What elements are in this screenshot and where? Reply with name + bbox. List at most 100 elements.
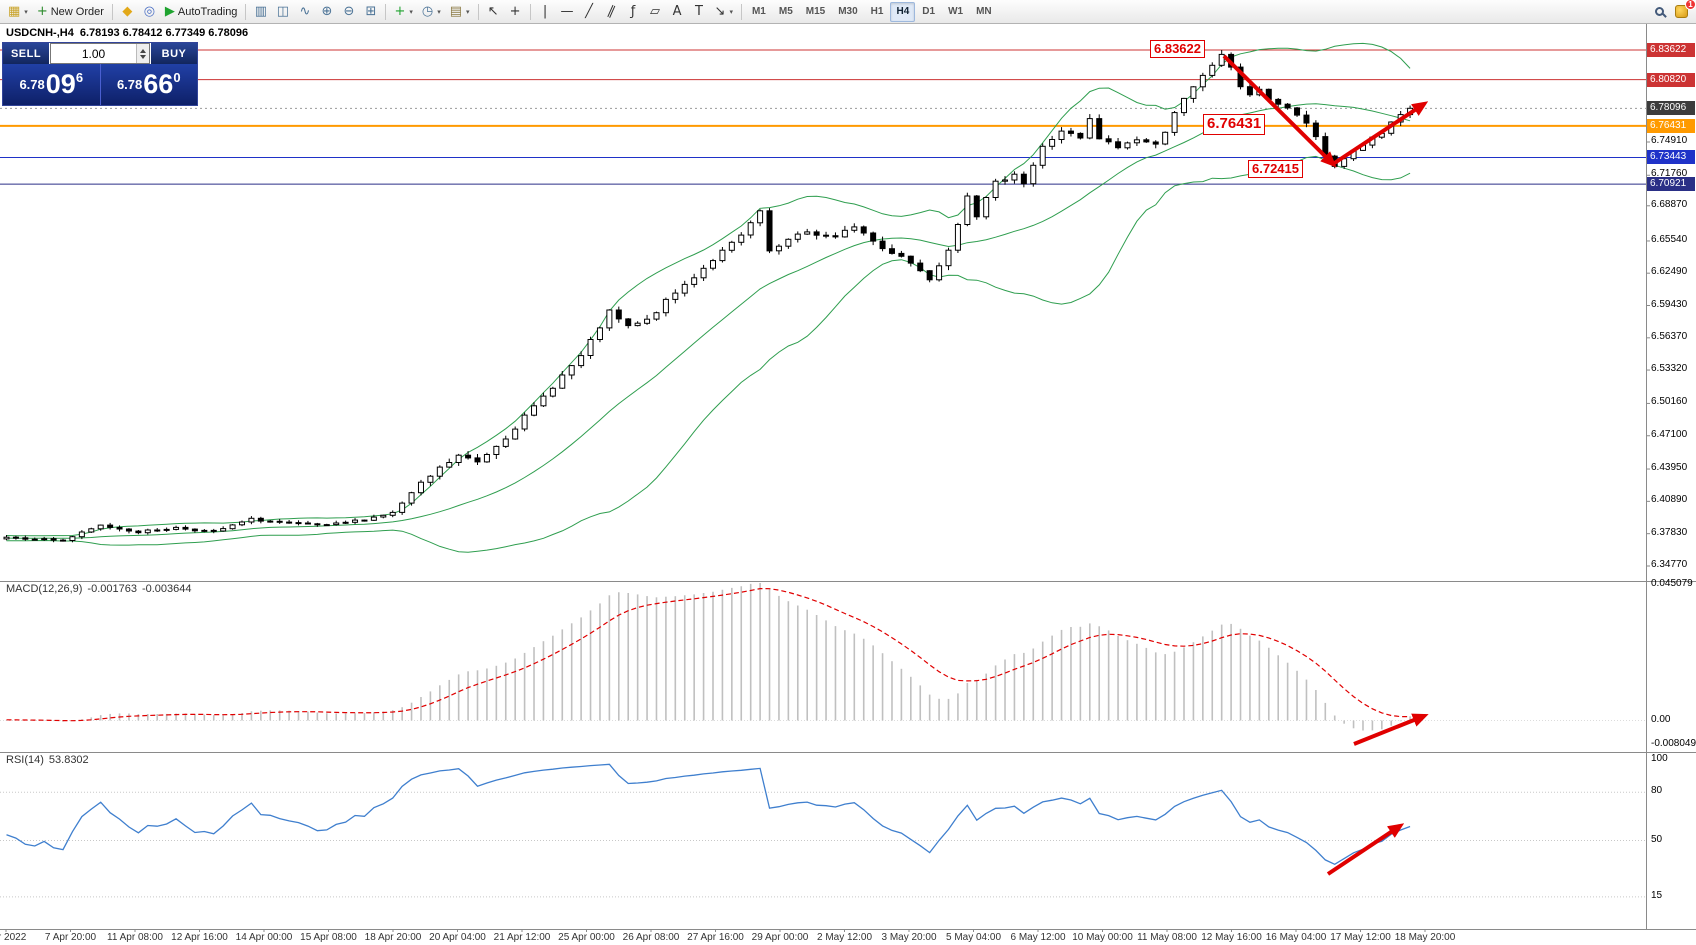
crosshair-icon[interactable]: + — [505, 2, 526, 22]
dropdown-caret-icon: ▾ — [466, 7, 470, 16]
indicators-icon[interactable]: + ▾ — [390, 2, 416, 22]
rsi-indicator-label: RSI(14) 53.8302 — [6, 754, 94, 766]
timeframe-m1-label: M1 — [751, 6, 766, 17]
timeframe-m1[interactable]: M1 — [746, 2, 772, 22]
price-axis-tick: 6.56370 — [1651, 330, 1688, 342]
trendline-icon-glyph: ╱ — [585, 4, 593, 19]
timeframe-h1[interactable]: H1 — [865, 2, 890, 22]
price-annotation[interactable]: 6.83622 — [1150, 40, 1205, 59]
toolbar-separator — [740, 3, 742, 20]
price-axis-tick: 6.65540 — [1651, 233, 1688, 245]
metaquotes-community-icon[interactable]: ◆ — [117, 2, 138, 22]
bollinger-bands — [6, 42, 1411, 553]
shapes-icon[interactable]: ▱ — [645, 2, 666, 22]
macd-histogram — [5, 583, 1411, 731]
horizontal-line-icon[interactable]: — — [557, 2, 578, 22]
arrows-icon[interactable]: ↘ ▾ — [711, 2, 737, 22]
timeframe-m15[interactable]: M15 — [800, 2, 831, 22]
timeframe-m30[interactable]: M30 — [832, 2, 863, 22]
timeframe-w1-label: W1 — [948, 6, 964, 17]
channel-icon-glyph: ∥ — [605, 3, 618, 20]
crosshair-icon-glyph: + — [509, 4, 521, 19]
notifications-button[interactable]: 1 — [1671, 0, 1696, 22]
toolbar-separator — [111, 3, 113, 20]
trend-arrow — [1353, 713, 1429, 746]
tile-windows-icon[interactable]: ⊞ — [360, 2, 381, 22]
buy-button[interactable]: BUY — [151, 43, 197, 64]
price-axis-tick: 6.47100 — [1651, 428, 1688, 440]
candlestick-chart-icon[interactable]: ◫ — [272, 2, 293, 22]
dropdown-caret-icon: ▾ — [409, 7, 413, 16]
bar-chart-icon-glyph: ▥ — [254, 4, 268, 19]
periods-icon[interactable]: ◷ ▾ — [418, 2, 445, 22]
text-icon[interactable]: A — [667, 2, 688, 22]
price-annotation[interactable]: 6.72415 — [1248, 160, 1303, 179]
zoom-out-icon[interactable]: ⊖ — [338, 2, 359, 22]
fibonacci-icon-glyph: ƒ — [630, 4, 636, 19]
new-order-button[interactable]: + New Order — [33, 2, 108, 22]
price-axis-tick: 6.74910 — [1651, 134, 1688, 146]
templates-icon[interactable]: ▤ ▾ — [446, 2, 474, 22]
timeframe-mn[interactable]: MN — [970, 2, 998, 22]
periods-icon-glyph: ◷ — [421, 4, 434, 19]
buy-price[interactable]: 6.78 66 0 — [101, 64, 198, 105]
rsi-line — [6, 763, 1411, 866]
zoom-in-icon[interactable]: ⊕ — [316, 2, 337, 22]
rsi-axis-tick: 50 — [1651, 833, 1663, 845]
zoom-in-icon-glyph: ⊕ — [321, 4, 333, 19]
search-button[interactable] — [1649, 2, 1670, 22]
sell-button[interactable]: SELL — [3, 43, 49, 64]
new-chart-icon[interactable]: ▦ ▾ — [4, 2, 32, 22]
sell-price[interactable]: 6.78 09 6 — [3, 64, 100, 105]
one-click-prices: 6.78 09 6 6.78 66 0 — [3, 64, 197, 105]
templates-icon-glyph: ▤ — [449, 4, 463, 19]
timeframe-m5[interactable]: M5 — [773, 2, 799, 22]
cursor-icon[interactable]: ↖ — [483, 2, 504, 22]
price-level-badge: 6.83622 — [1647, 42, 1695, 57]
trendline-icon[interactable]: ╱ — [579, 2, 600, 22]
timeframe-d1[interactable]: D1 — [916, 2, 941, 22]
arrows-icon-glyph: ↘ — [714, 4, 726, 19]
timeframe-h4-label: H4 — [896, 6, 910, 17]
fibonacci-icon[interactable]: ƒ — [623, 2, 644, 22]
market-watch-icon-glyph: ◎ — [143, 4, 156, 19]
price-axis-tick: 6.62490 — [1651, 266, 1688, 278]
vertical-line-icon-glyph: | — [542, 4, 548, 19]
buy-price-base: 6.78 — [116, 77, 143, 92]
macd-signal-value: -0.003644 — [141, 583, 192, 595]
autotrading-button[interactable]: ▶ AutoTrading — [161, 2, 242, 22]
timeframe-m5-label: M5 — [778, 6, 793, 17]
price-axis: 6.74910 6.71760 6.68870 6.65540 6.62490 6.594… — [1646, 0, 1696, 945]
vertical-line-icon[interactable]: | — [535, 2, 556, 22]
line-chart-icon[interactable]: ∿ — [294, 2, 315, 22]
timeframe-w1[interactable]: W1 — [942, 2, 969, 22]
volume-increase-button[interactable] — [140, 48, 146, 53]
macd-indicator-label: MACD(12,26,9) -0.001763 -0.003644 — [6, 583, 197, 595]
metaquotes-community-icon-glyph: ◆ — [122, 4, 133, 19]
price-level-badge: 6.76431 — [1647, 118, 1695, 133]
rsi-title-text: RSI(14) — [6, 754, 44, 766]
timeframe-m30-label: M30 — [838, 6, 858, 17]
price-level-badge: 6.73443 — [1647, 150, 1695, 165]
text-icon-glyph: A — [672, 4, 682, 19]
price-axis-tick: 6.40890 — [1651, 494, 1688, 506]
symbol-ohlc-values: 6.78193 6.78412 6.77349 6.78096 — [79, 27, 249, 39]
line-chart-icon-glyph: ∿ — [299, 4, 311, 19]
sell-price-base: 6.78 — [19, 77, 45, 92]
toolbar-separator — [529, 3, 531, 20]
timeframe-h1-label: H1 — [870, 6, 884, 17]
macd-axis-tick: 0.00 — [1651, 713, 1671, 725]
sell-price-pips: 09 — [45, 69, 76, 99]
trend-arrows[interactable] — [1222, 54, 1429, 876]
volume-decrease-button[interactable] — [140, 54, 146, 59]
zoom-out-icon-glyph: ⊖ — [343, 4, 355, 19]
price-annotation[interactable]: 6.76431 — [1203, 114, 1266, 135]
timeframe-h4[interactable]: H4 — [890, 1, 916, 22]
bar-chart-icon[interactable]: ▥ — [250, 2, 271, 22]
market-watch-icon[interactable]: ◎ — [139, 2, 160, 22]
volume-input[interactable] — [51, 44, 136, 63]
channel-icon[interactable]: ∥ — [601, 2, 622, 22]
tile-windows-icon-glyph: ⊞ — [365, 4, 377, 19]
text-label-icon[interactable]: T — [689, 2, 710, 22]
